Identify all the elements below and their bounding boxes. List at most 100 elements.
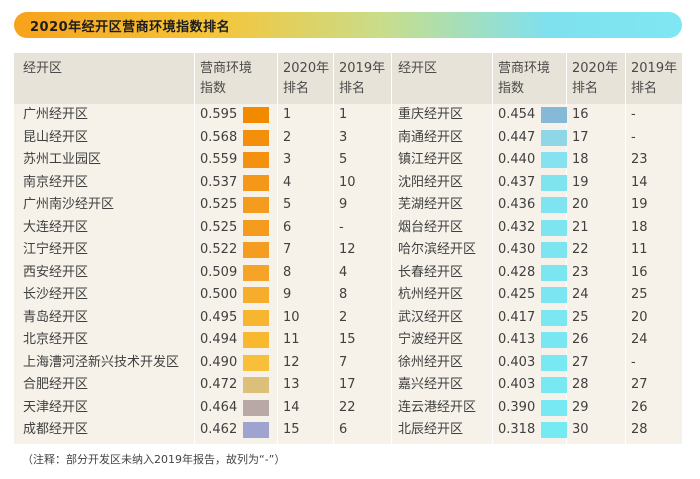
- right-rank-2020: 17: [572, 129, 589, 145]
- left-zone-name: 大连经开区: [23, 219, 89, 235]
- left-zone-name: 苏州工业园区: [23, 152, 102, 167]
- table-row: 广州经开区 0.595 1 1 重庆经开区 0.454 16 -: [14, 104, 682, 127]
- column-divider: [333, 53, 334, 444]
- left-zone-name: 上海漕河泾新兴技术开发区: [23, 354, 180, 370]
- right-rank-2020: 28: [572, 377, 589, 392]
- left-rank-2019: 4: [339, 264, 348, 280]
- left-rank-2019: 8: [339, 287, 348, 302]
- left-index-value: 0.522: [200, 242, 238, 257]
- left-index-value: 0.525: [200, 197, 238, 212]
- left-index-color-swatch: [243, 107, 269, 123]
- table-row: 大连经开区 0.525 6 - 烟台经开区 0.432 21 18: [14, 217, 682, 240]
- left-rank-2019: 7: [339, 354, 348, 370]
- left-index-color-swatch: [243, 309, 269, 326]
- header-index-right-line1: 营商环境: [498, 61, 551, 76]
- left-index-value: 0.509: [200, 264, 238, 280]
- right-index-value: 0.403: [498, 354, 536, 370]
- right-index-color-swatch: [541, 174, 567, 191]
- header-rank2019-right-line2: 排名: [631, 81, 658, 96]
- right-rank-2019: 23: [631, 152, 648, 167]
- left-rank-2020: 7: [283, 242, 292, 257]
- right-zone-name: 徐州经开区: [398, 354, 464, 370]
- left-zone-name: 青岛经开区: [23, 309, 89, 325]
- left-index-value: 0.500: [200, 287, 238, 302]
- header-zone-left: 经开区: [23, 61, 63, 76]
- left-index-color-swatch: [243, 197, 269, 213]
- left-index-value: 0.472: [200, 377, 238, 392]
- column-divider: [391, 53, 392, 444]
- left-rank-2019: 15: [339, 332, 356, 347]
- table-row: 江宁经开区 0.522 7 12 哈尔滨经开区 0.430 22 11: [14, 239, 682, 262]
- left-zone-name: 广州南沙经开区: [23, 197, 115, 212]
- right-index-color-swatch: [541, 377, 567, 393]
- right-zone-name: 沈阳经开区: [398, 174, 464, 190]
- table-row: 西安经开区 0.509 8 4 长春经开区 0.428 23 16: [14, 262, 682, 285]
- right-zone-name: 镇江经开区: [398, 152, 464, 167]
- left-index-color-swatch: [243, 242, 269, 258]
- right-index-color-swatch: [541, 129, 567, 146]
- right-zone-name: 芜湖经开区: [398, 197, 464, 212]
- right-rank-2020: 26: [572, 332, 589, 347]
- right-rank-2020: 23: [572, 264, 589, 280]
- right-rank-2020: 21: [572, 219, 589, 235]
- header-rank2019-right-line1: 2019年: [631, 61, 678, 76]
- right-rank-2020: 22: [572, 242, 589, 257]
- left-rank-2020: 4: [283, 174, 292, 190]
- right-index-color-swatch: [541, 332, 567, 348]
- left-index-color-swatch: [243, 377, 269, 393]
- left-rank-2020: 1: [283, 107, 292, 122]
- table-row: 广州南沙经开区 0.525 5 9 芜湖经开区 0.436 20 19: [14, 194, 682, 217]
- left-zone-name: 合肥经开区: [23, 377, 89, 392]
- left-index-color-swatch: [243, 129, 269, 146]
- header-rank2020-right: 2020年 排名: [572, 59, 618, 99]
- page-title: 2020年经开区营商环境指数排名: [30, 20, 231, 35]
- right-rank-2020: 16: [572, 107, 589, 122]
- right-rank-2020: 19: [572, 174, 589, 190]
- left-rank-2019: 22: [339, 399, 356, 415]
- table-row: 合肥经开区 0.472 13 17 嘉兴经开区 0.403 28 27: [14, 374, 682, 397]
- header-zone-right: 经开区: [398, 61, 438, 76]
- left-rank-2020: 13: [283, 377, 300, 392]
- right-zone-name: 北辰经开区: [398, 422, 464, 437]
- left-rank-2019: -: [339, 219, 344, 235]
- right-index-value: 0.437: [498, 174, 536, 190]
- right-index-color-swatch: [541, 354, 567, 371]
- left-index-color-swatch: [243, 354, 269, 371]
- right-zone-name: 嘉兴经开区: [398, 377, 464, 392]
- right-index-value: 0.390: [498, 399, 536, 415]
- left-rank-2020: 6: [283, 219, 292, 235]
- right-index-color-swatch: [541, 242, 567, 258]
- right-rank-2020: 27: [572, 354, 589, 370]
- table-row: 上海漕河泾新兴技术开发区 0.490 12 7 徐州经开区 0.403 27 -: [14, 352, 682, 375]
- right-rank-2020: 24: [572, 287, 589, 302]
- left-zone-name: 江宁经开区: [23, 242, 89, 257]
- header-index-right-line2: 指数: [498, 81, 525, 96]
- left-rank-2020: 14: [283, 399, 300, 415]
- right-index-value: 0.428: [498, 264, 536, 280]
- table-header: 经开区 营商环境 指数 2020年 排名 2019年 排名 经开区 营商环境 指…: [14, 53, 682, 104]
- header-rank2019-left-line1: 2019年: [339, 61, 386, 76]
- right-index-color-swatch: [541, 422, 567, 438]
- right-rank-2019: 25: [631, 287, 648, 302]
- right-rank-2019: 26: [631, 399, 648, 415]
- header-index-left: 营商环境 指数: [200, 59, 252, 99]
- header-rank2020-left-line1: 2020年: [283, 61, 330, 76]
- table-row: 成都经开区 0.462 15 6 北辰经开区 0.318 30 28: [14, 419, 682, 442]
- left-rank-2020: 10: [283, 309, 300, 325]
- right-zone-name: 烟台经开区: [398, 219, 464, 235]
- right-index-value: 0.403: [498, 377, 536, 392]
- column-divider: [194, 53, 195, 444]
- right-index-color-swatch: [541, 309, 567, 326]
- left-rank-2020: 3: [283, 152, 292, 167]
- left-index-value: 0.490: [200, 354, 238, 370]
- left-index-value: 0.568: [200, 129, 238, 145]
- left-zone-name: 广州经开区: [23, 107, 89, 122]
- left-rank-2020: 12: [283, 354, 300, 370]
- left-index-value: 0.537: [200, 174, 238, 190]
- left-rank-2020: 5: [283, 197, 292, 212]
- right-rank-2019: 19: [631, 197, 648, 212]
- title-banner: 2020年经开区营商环境指数排名: [14, 12, 682, 38]
- right-rank-2020: 20: [572, 197, 589, 212]
- header-index-left-line2: 指数: [200, 81, 227, 96]
- left-index-color-swatch: [243, 219, 269, 236]
